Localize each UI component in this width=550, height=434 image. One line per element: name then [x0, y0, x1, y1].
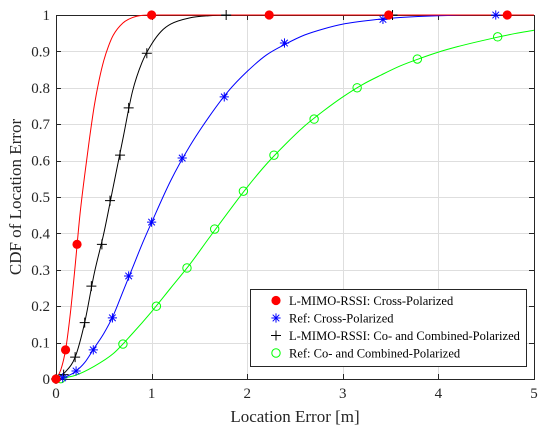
series-line-4: [55, 29, 535, 380]
series-3-marker: [115, 150, 126, 161]
y-tick-label: 0.5: [31, 190, 50, 206]
y-tick-label: 0.6: [31, 154, 50, 170]
y-tick-label: 1: [43, 8, 51, 24]
series-4-marker: [118, 339, 128, 349]
x-tick-label: 4: [435, 386, 443, 402]
series-2-marker: [58, 373, 68, 383]
series-markers: [51, 10, 512, 384]
x-tick-label: 5: [530, 386, 538, 402]
series-1-marker: [60, 345, 71, 355]
x-tick-label: 3: [339, 386, 347, 402]
legend-item: L-MIMO-RSSI: Cross-Polarized: [271, 294, 454, 308]
series-line-1: [55, 14, 534, 380]
series-3-marker: [141, 48, 152, 59]
series-2-marker: [491, 10, 501, 20]
series-1-marker: [502, 10, 512, 20]
series-2-marker: [124, 271, 134, 281]
legend-item: L-MIMO-RSSI: Co- and Combined-Polarized: [271, 329, 521, 343]
x-tick-label: 0: [52, 386, 60, 402]
legend-label: Ref: Cross-Polarized: [289, 311, 394, 325]
y-axis-label: CDF of Location Error: [6, 119, 25, 276]
series-1-marker: [384, 10, 394, 20]
legend-marker: [271, 330, 281, 341]
series-4-marker: [238, 186, 249, 196]
y-tick-label: 0.8: [31, 81, 50, 97]
series-2-marker: [88, 345, 98, 355]
series-4-marker: [309, 114, 319, 124]
series-4-marker: [151, 301, 162, 311]
series-4-marker: [352, 83, 362, 93]
series-4-marker: [182, 263, 192, 273]
series-2-marker: [378, 14, 388, 24]
series-3-marker: [96, 239, 107, 250]
series-3-marker: [123, 102, 134, 113]
series-4-marker: [209, 224, 220, 234]
series-2-marker: [147, 217, 157, 227]
y-tick-label: 0.2: [31, 299, 50, 315]
tick-labels: 0 1 2 3 4 5 0 0.1 0.2 0.3 0.4 0.5 0.6 0.7 0.8 0.9 1: [31, 8, 538, 402]
legend-label: L-MIMO-RSSI: Cross-Polarized: [289, 294, 454, 308]
series-lines: [55, 14, 535, 380]
series-1-marker: [51, 374, 61, 384]
legend-marker: [271, 313, 281, 323]
series-1-marker: [147, 10, 157, 20]
series-3-marker: [70, 352, 81, 363]
y-tick-label: 0.9: [31, 44, 50, 60]
series-3-marker: [105, 195, 116, 206]
legend-item: Ref: Co- and Combined-Polarized: [271, 346, 461, 360]
series-line-3: [55, 14, 534, 380]
series-1-marker: [264, 10, 274, 20]
y-tick-label: 0.1: [31, 336, 50, 352]
series-1-marker: [72, 239, 82, 249]
legend-label: Ref: Co- and Combined-Polarized: [289, 346, 461, 360]
y-tick-label: 0.7: [31, 117, 50, 133]
series-2-marker: [177, 153, 187, 163]
y-tick-label: 0.3: [31, 263, 50, 279]
legend: L-MIMO-RSSI: Cross-Polarized Ref: Cross-P…: [250, 289, 527, 367]
series-3-marker: [79, 317, 90, 328]
series-2-marker: [107, 313, 118, 323]
series-2-marker: [279, 38, 290, 48]
legend-marker: [271, 348, 281, 358]
legend-marker: [271, 295, 281, 306]
legend-box: [250, 289, 527, 367]
x-axis-label: Location Error [m]: [230, 407, 359, 426]
y-tick-label: 0: [43, 372, 51, 388]
series-2-marker: [219, 92, 229, 102]
x-tick-label: 2: [243, 386, 251, 402]
series-4-marker: [492, 32, 503, 42]
x-tick-label: 1: [148, 386, 156, 402]
series-2-marker: [71, 366, 81, 376]
series-3-marker: [221, 10, 232, 20]
y-tick-label: 0.4: [31, 226, 50, 242]
series-4-marker: [269, 150, 279, 160]
legend-item: Ref: Cross-Polarized: [271, 311, 394, 325]
series-3-marker: [86, 281, 97, 292]
series-line-2: [55, 14, 534, 380]
series-4-marker: [412, 54, 423, 64]
legend-label: L-MIMO-RSSI: Co- and Combined-Polarized: [289, 329, 521, 343]
